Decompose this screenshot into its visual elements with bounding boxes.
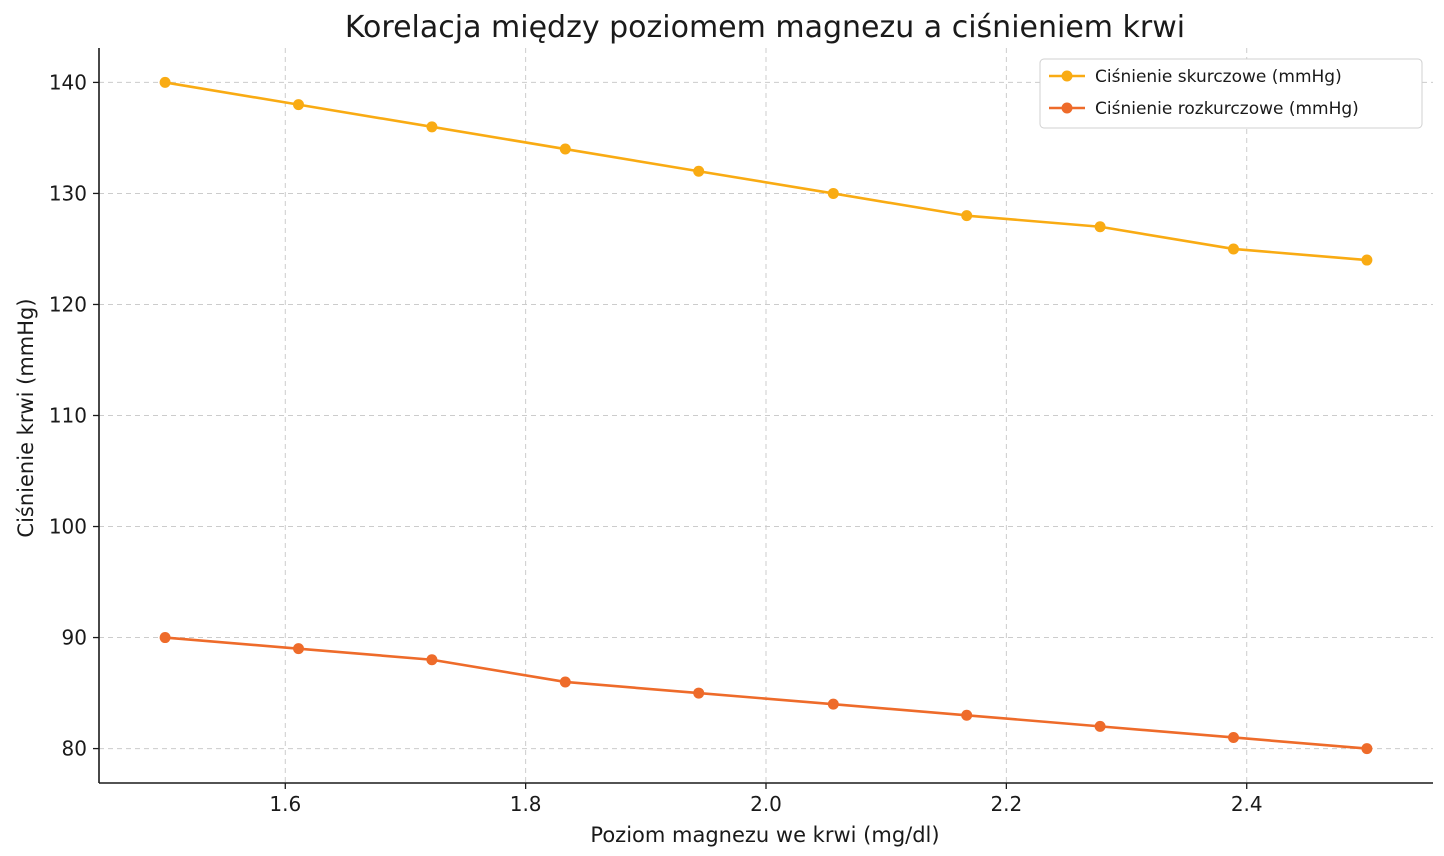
data-point [1094, 720, 1106, 732]
data-point [426, 121, 438, 133]
data-point [426, 654, 438, 666]
y-tick-label: 90 [62, 626, 87, 650]
y-tick-label: 100 [49, 515, 87, 539]
data-point [292, 99, 304, 111]
data-point [559, 143, 571, 155]
data-point [1361, 254, 1373, 266]
data-point [292, 643, 304, 655]
y-tick-label: 130 [49, 181, 87, 205]
data-point [1228, 731, 1240, 743]
legend-label-diastolic: Ciśnienie rozkurczowe (mmHg) [1095, 99, 1359, 119]
x-tick-label: 2.2 [990, 792, 1022, 816]
legend: Ciśnienie skurczowe (mmHg) Ciśnienie roz… [1039, 58, 1423, 129]
data-point [159, 632, 171, 644]
x-tick-label: 1.6 [269, 792, 301, 816]
legend-marker-systolic [1061, 70, 1073, 82]
x-tick-label: 2.0 [750, 792, 782, 816]
legend-box [1039, 58, 1423, 129]
x-tick-label: 1.8 [510, 792, 542, 816]
legend-marker-diastolic [1061, 102, 1073, 114]
data-point [961, 210, 973, 222]
grid-layer [99, 48, 1433, 783]
y-tick-label: 80 [62, 737, 87, 761]
data-point [693, 165, 705, 177]
chart-title: Korelacja między poziomem magnezu a ciśn… [345, 10, 1185, 45]
data-point [559, 676, 571, 688]
y-tick-label: 110 [49, 404, 87, 428]
series-layer [159, 76, 1373, 755]
y-tick-label: 140 [49, 70, 87, 94]
y-tick-label: 120 [49, 292, 87, 316]
data-point [827, 187, 839, 199]
legend-label-systolic: Ciśnienie skurczowe (mmHg) [1095, 67, 1342, 87]
data-point [1361, 743, 1373, 755]
data-point [159, 76, 171, 88]
data-point [827, 698, 839, 710]
data-point [961, 709, 973, 721]
x-axis-label: Poziom magnezu we krwi (mg/dl) [590, 823, 939, 847]
series-line-1 [163, 636, 1369, 750]
data-point [693, 687, 705, 699]
data-point [1094, 221, 1106, 233]
x-tick-label: 2.4 [1231, 792, 1263, 816]
data-point [1228, 243, 1240, 255]
series-line-0 [163, 81, 1369, 262]
y-axis-label: Ciśnienie krwi (mmHg) [14, 298, 38, 537]
axes-layer: 1.6 1.8 2.0 2.2 2.4 80 90 100 110 120 130 140 [49, 48, 1433, 816]
